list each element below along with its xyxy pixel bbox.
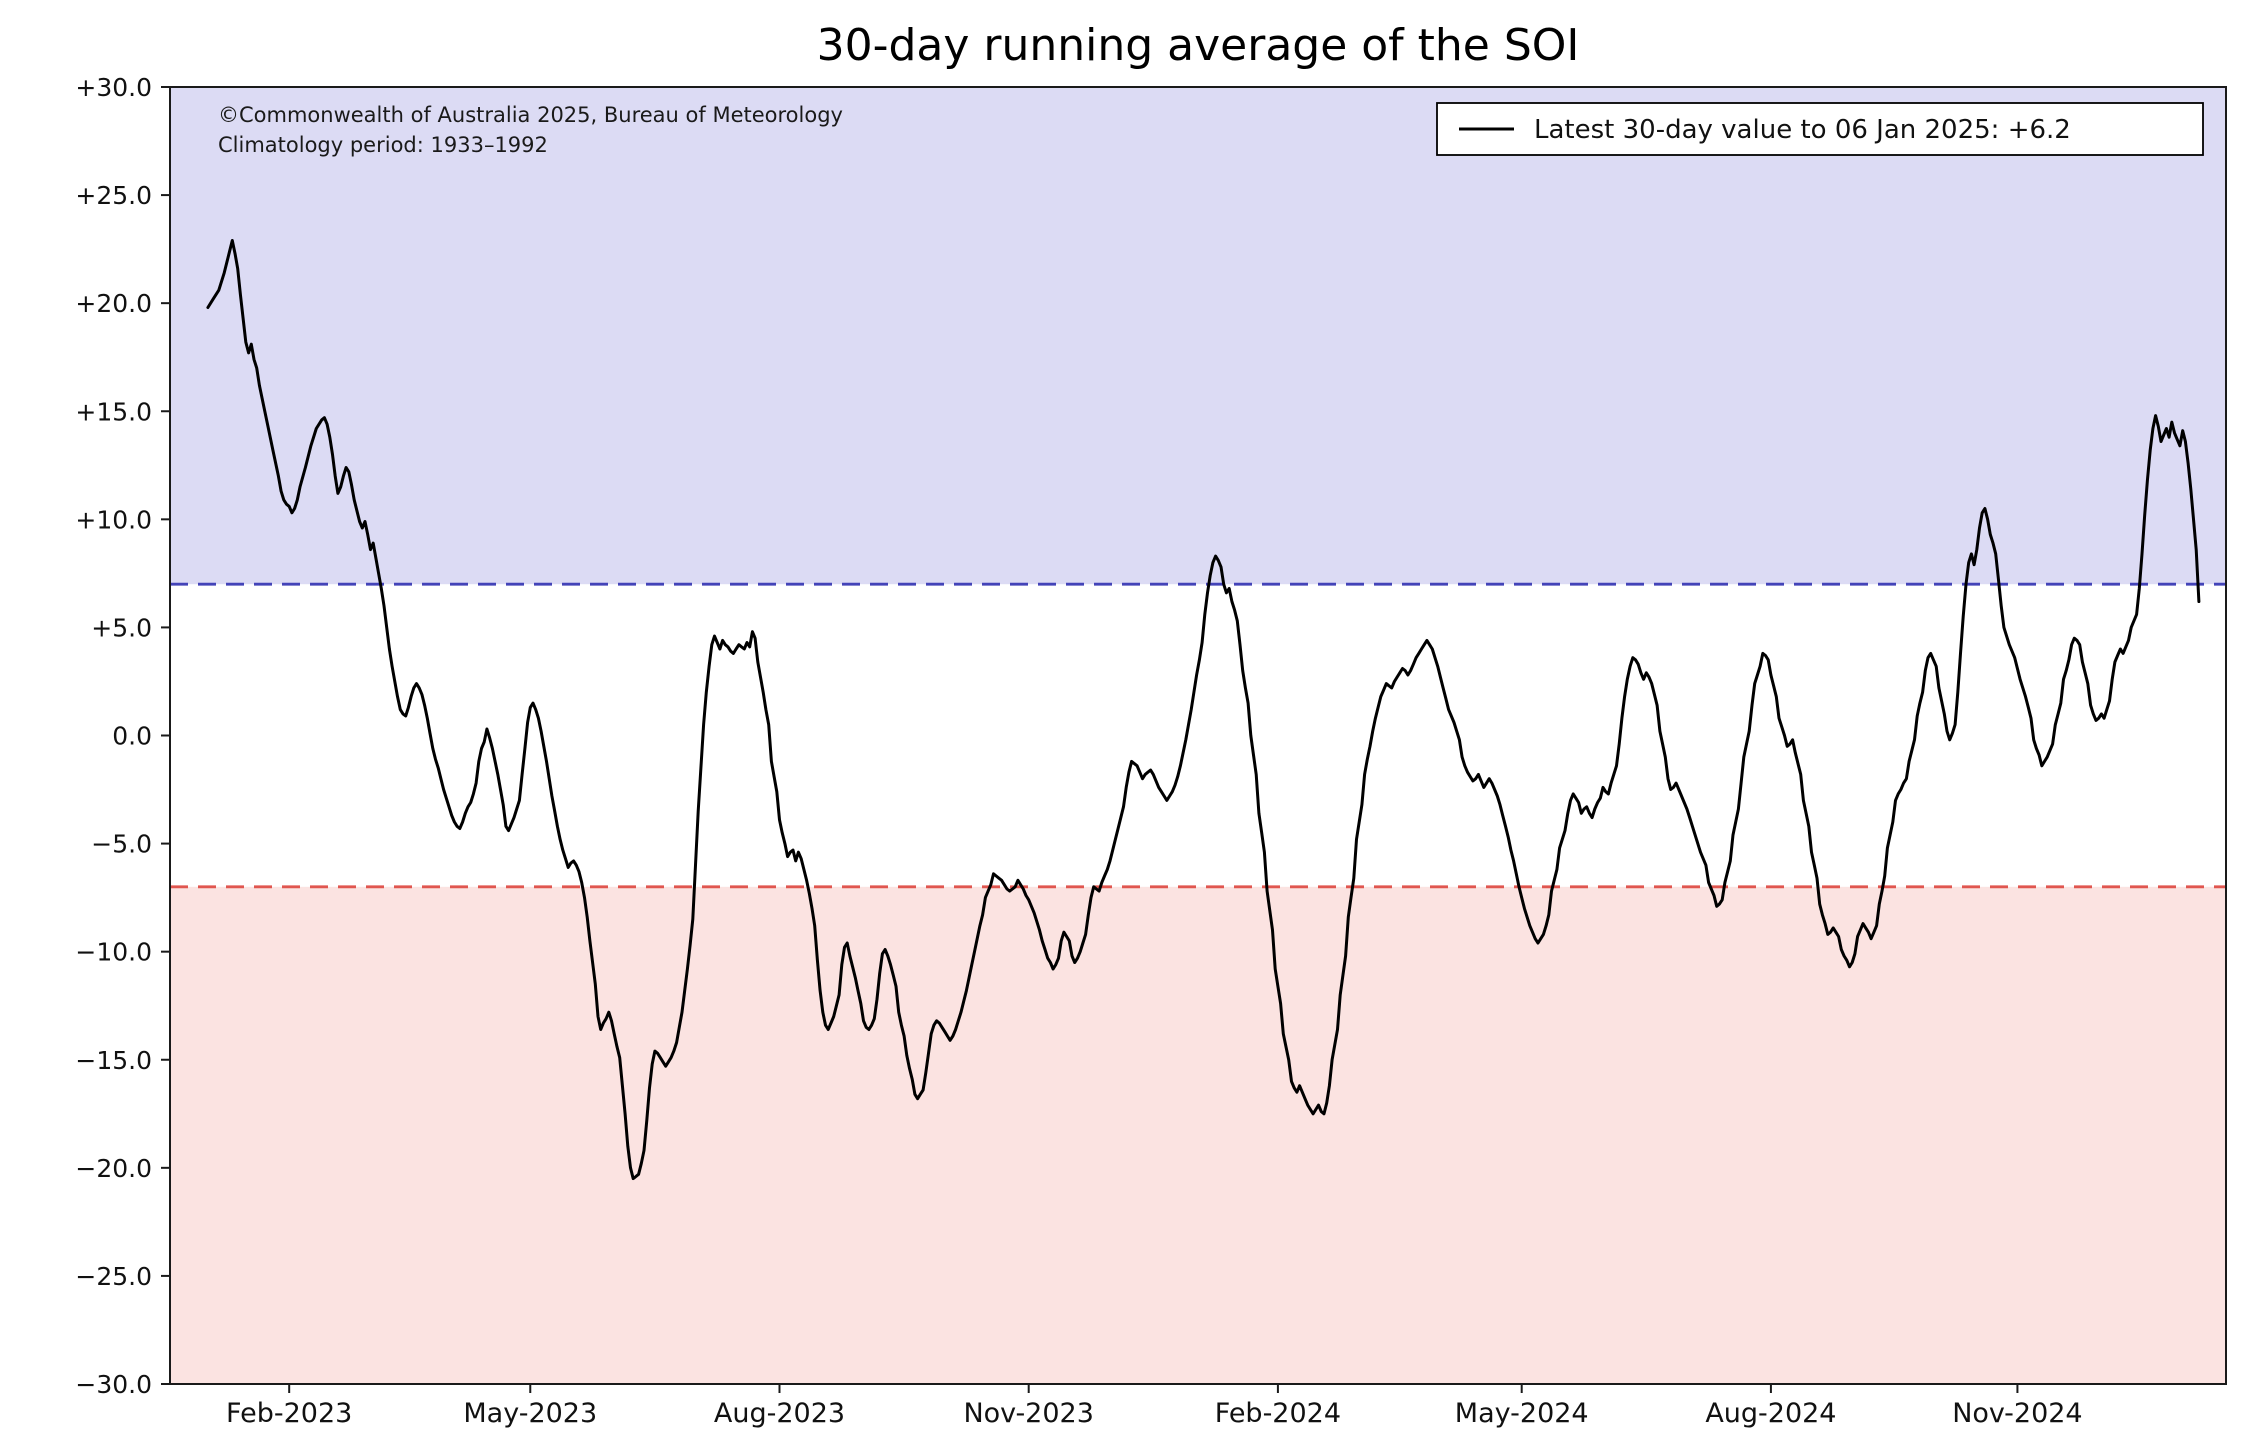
copyright-note: ©Commonwealth of Australia 2025, Bureau … xyxy=(218,103,843,127)
x-tick-label: May-2023 xyxy=(463,1398,597,1429)
x-tick-label: Nov-2023 xyxy=(963,1398,1093,1429)
y-tick-label: +5.0 xyxy=(91,613,152,642)
y-tick-label: −15.0 xyxy=(75,1046,152,1075)
y-tick-label: +30.0 xyxy=(75,73,152,102)
y-tick-label: −30.0 xyxy=(75,1370,152,1399)
x-tick-label: Nov-2024 xyxy=(1952,1398,2082,1429)
el-nino-band xyxy=(170,886,2226,1384)
x-tick-label: May-2024 xyxy=(1455,1398,1589,1429)
y-tick-label: −20.0 xyxy=(75,1154,152,1183)
y-tick-label: +15.0 xyxy=(75,397,152,426)
soi-line xyxy=(206,239,2201,1181)
x-tick-label: Aug-2024 xyxy=(1705,1398,1836,1429)
y-tick-label: +20.0 xyxy=(75,289,152,318)
x-tick-label: Feb-2024 xyxy=(1215,1398,1341,1429)
legend-label: Latest 30-day value to 06 Jan 2025: +6.2 xyxy=(1534,115,2071,145)
y-tick-label: 0.0 xyxy=(112,722,152,751)
x-tick-label: Aug-2023 xyxy=(714,1398,845,1429)
y-tick-label: −5.0 xyxy=(91,830,152,859)
legend: Latest 30-day value to 06 Jan 2025: +6.2 xyxy=(1436,102,2204,156)
y-tick-label: −25.0 xyxy=(75,1262,152,1291)
climatology-note: Climatology period: 1933–1992 xyxy=(218,133,548,157)
legend-box xyxy=(1436,102,2204,156)
la-nina-band xyxy=(170,87,2226,585)
x-tick-label: Feb-2023 xyxy=(226,1398,352,1429)
y-tick-label: +25.0 xyxy=(75,181,152,210)
chart-render-layer: +30.0 +25.0 +20.0 +15.0 +10.0 +5.0 0.0 −5.0 −10.… xyxy=(75,73,2227,1429)
chart-title: 30-day running average of the SOI xyxy=(817,20,1580,71)
y-tick-label: −10.0 xyxy=(75,938,152,967)
y-tick-label: +10.0 xyxy=(75,505,152,534)
